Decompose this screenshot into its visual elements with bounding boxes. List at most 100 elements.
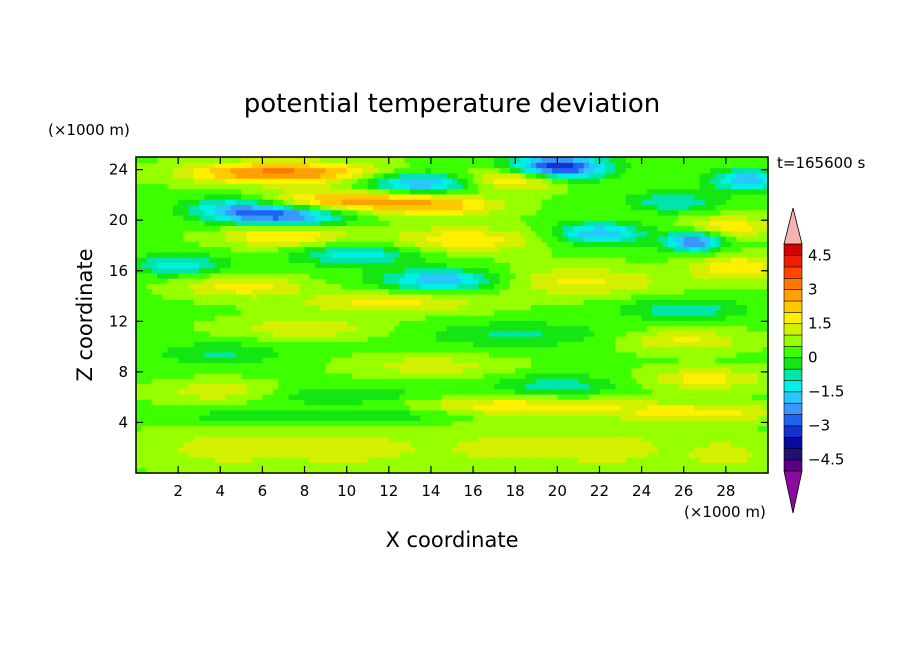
heatmap-cell: [357, 467, 364, 474]
heatmap-cell: [362, 325, 369, 332]
heatmap-cell: [225, 388, 232, 395]
heatmap-cell: [599, 293, 606, 300]
heatmap-cell: [178, 409, 184, 416]
heatmap-cell: [199, 351, 206, 358]
heatmap-cell: [610, 388, 616, 395]
heatmap-cell: [662, 372, 669, 379]
heatmap-cell: [478, 341, 485, 348]
heatmap-cell: [509, 341, 516, 348]
heatmap-cell: [667, 283, 674, 290]
heatmap-cell: [341, 346, 348, 353]
heatmap-cell: [378, 378, 385, 385]
heatmap-cell: [172, 372, 179, 379]
heatmap-cell: [299, 309, 306, 316]
heatmap-cell: [710, 362, 716, 369]
heatmap-cell: [725, 451, 732, 458]
heatmap-cell: [357, 451, 364, 458]
heatmap-cell: [336, 320, 342, 327]
heatmap-cell: [578, 378, 585, 385]
heatmap-cell: [731, 283, 737, 290]
heatmap-cell: [610, 346, 616, 353]
heatmap-cell: [757, 283, 764, 290]
heatmap-cell: [689, 351, 695, 358]
heatmap-cell: [362, 430, 369, 437]
heatmap-cell: [583, 425, 590, 432]
heatmap-cell: [515, 383, 522, 390]
heatmap-cell: [689, 446, 695, 453]
heatmap-cell: [236, 320, 242, 327]
heatmap-cell: [594, 388, 601, 395]
heatmap-cell: [483, 441, 490, 448]
heatmap-cell: [341, 415, 348, 421]
heatmap-cell: [610, 299, 616, 306]
heatmap-cell: [620, 293, 627, 300]
heatmap-cell: [710, 394, 716, 400]
heatmap-cell: [541, 283, 548, 290]
heatmap-cell: [199, 457, 206, 464]
heatmap-cell: [615, 341, 622, 348]
heatmap-cell: [610, 367, 616, 374]
heatmap-cell: [420, 320, 427, 327]
heatmap-cell: [694, 330, 701, 337]
heatmap-cell: [388, 404, 395, 411]
heatmap-cell: [488, 378, 495, 385]
heatmap-cell: [415, 330, 421, 337]
heatmap-cell: [462, 362, 469, 369]
heatmap-cell: [378, 283, 385, 290]
heatmap-cell: [462, 288, 469, 295]
heatmap-cell: [436, 351, 443, 358]
heatmap-cell: [278, 346, 285, 353]
heatmap-cell: [320, 441, 327, 448]
heatmap-cell: [452, 330, 458, 337]
heatmap-cell: [230, 341, 237, 348]
heatmap-cell: [467, 388, 474, 395]
heatmap-cell: [752, 346, 759, 353]
heatmap-cell: [710, 346, 716, 353]
heatmap-cell: [304, 257, 311, 263]
heatmap-cell: [336, 451, 342, 458]
heatmap-cell: [710, 267, 716, 274]
heatmap-cell: [167, 436, 174, 442]
heatmap-cell: [457, 293, 464, 300]
heatmap-cell: [588, 262, 595, 269]
heatmap-cell: [762, 372, 769, 379]
heatmap-cell: [504, 404, 511, 411]
heatmap-cell: [689, 378, 695, 385]
heatmap-cell: [452, 420, 458, 427]
heatmap-cell: [704, 399, 711, 406]
heatmap-cell: [615, 436, 622, 442]
heatmap-cell: [378, 451, 385, 458]
heatmap-cell: [162, 251, 169, 258]
heatmap-cell: [704, 467, 711, 474]
heatmap-cell: [436, 367, 443, 374]
heatmap-cell: [388, 394, 395, 400]
heatmap-cell: [251, 299, 258, 306]
heatmap-cell: [209, 399, 216, 406]
heatmap-cell: [446, 404, 453, 411]
heatmap-cell: [141, 394, 148, 400]
heatmap-cell: [499, 346, 506, 353]
heatmap-cell: [215, 272, 221, 279]
heatmap-cell: [215, 436, 221, 442]
heatmap-cell: [652, 336, 658, 342]
heatmap-cell: [552, 320, 558, 327]
heatmap-cell: [446, 457, 453, 464]
heatmap-cell: [473, 420, 479, 427]
heatmap-cell: [373, 351, 379, 358]
heatmap-cell: [594, 457, 601, 464]
heatmap-cell: [625, 409, 632, 416]
heatmap-cell: [662, 330, 669, 337]
heatmap-cell: [509, 362, 516, 369]
heatmap-cell: [594, 462, 601, 469]
heatmap-cell: [504, 357, 511, 363]
heatmap-cell: [631, 409, 637, 416]
heatmap-cell: [562, 336, 569, 342]
heatmap-cell: [541, 425, 548, 432]
heatmap-cell: [246, 267, 253, 274]
heatmap-cell: [283, 299, 290, 306]
heatmap-cell: [467, 399, 474, 406]
heatmap-cell: [694, 436, 701, 442]
heatmap-cell: [636, 315, 643, 321]
heatmap-cell: [620, 467, 627, 474]
heatmap-cell: [151, 357, 158, 363]
